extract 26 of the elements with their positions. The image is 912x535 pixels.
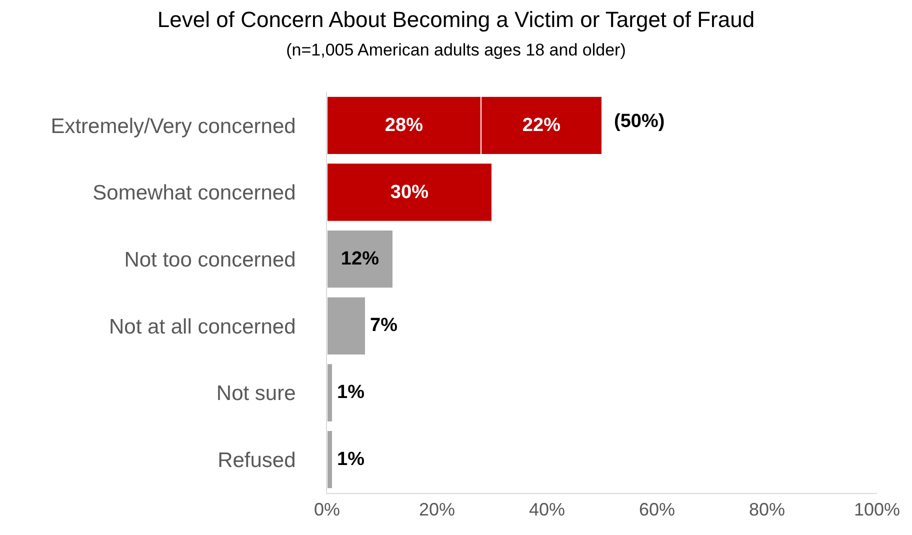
x-tick-label: 40% — [528, 500, 566, 520]
x-tick-label: 100% — [854, 500, 900, 520]
data-label: 30% — [390, 182, 429, 203]
y-tick-label: Not too concerned — [124, 248, 296, 272]
y-tick-label: Not sure — [216, 382, 296, 406]
bar — [327, 430, 333, 490]
bar — [327, 296, 366, 356]
bar — [327, 230, 394, 289]
y-tick-label: Somewhat concerned — [92, 182, 296, 205]
data-label: 1% — [337, 382, 365, 403]
y-tick-label: Extremely/Very concerned — [50, 114, 296, 138]
data-label: 22% — [522, 114, 561, 136]
data-label: 1% — [337, 449, 365, 470]
x-tick-label: 60% — [638, 500, 676, 520]
data-label: 7% — [370, 315, 398, 336]
total-label: (50%) — [614, 111, 665, 132]
data-label: 28% — [384, 114, 424, 136]
x-tick-label: 80% — [748, 500, 786, 520]
chart-title: Level of Concern About Becoming a Victim or Target of Fraud — [157, 6, 755, 32]
x-tick-label: 0% — [314, 500, 340, 520]
x-tick-label: 20% — [418, 500, 456, 520]
y-tick-label: Refused — [218, 448, 296, 472]
chart-subtitle: (n=1,005 American adults ages 18 and older) — [286, 40, 626, 60]
y-tick-label: Not at all concerned — [109, 315, 296, 338]
data-label: 12% — [340, 248, 380, 270]
bar — [327, 363, 333, 422]
